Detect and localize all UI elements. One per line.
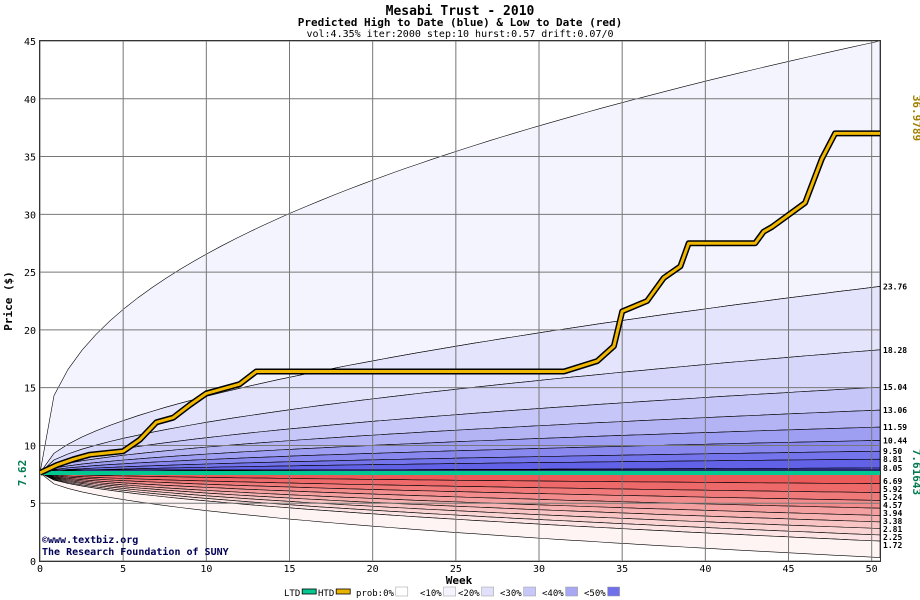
legend: LTD HTD prob:0% <10% <20% <30% <40% <50%: [284, 586, 620, 599]
quantile-end-label: 1.72: [883, 541, 902, 550]
x-tick-label: 0: [37, 564, 43, 575]
quantile-end-labels: 23.76 18.28 15.04 13.06 11.59 10.44 9.508.818.…: [883, 282, 907, 550]
legend-label: LTD: [284, 589, 300, 599]
quantile-end-label: 3.38: [883, 517, 902, 526]
legend-label: <50%: [584, 589, 606, 599]
quantile-end-label: 10.44: [883, 436, 907, 445]
y-tick-label: 15: [24, 384, 36, 395]
htd-line: [39, 131, 880, 475]
x-tick-label: 35: [616, 564, 628, 575]
x-tick-label: 50: [866, 564, 878, 575]
x-tick-label: 5: [120, 564, 126, 575]
y-tick-label: 0: [30, 557, 36, 568]
quantile-end-label: 15.04: [883, 383, 907, 392]
legend-swatch: [301, 588, 317, 595]
quantile-end-label: 8.05: [883, 464, 902, 473]
legend-label: <20%: [458, 589, 480, 599]
y-tick-label: 20: [24, 326, 36, 337]
x-tick-label: 25: [450, 564, 462, 575]
y-tick-label: 45: [24, 37, 36, 48]
y-axis-label: Price ($): [2, 271, 15, 331]
legend-label: HTD: [318, 589, 334, 599]
quantile-end-label: 2.25: [883, 533, 902, 542]
quantile-end-label: 3.94: [883, 509, 902, 518]
legend-swatch: [565, 586, 578, 597]
y-tick-label: 5: [30, 499, 36, 510]
quantile-end-label: 13.06: [883, 406, 907, 415]
y-tick-label: 25: [24, 268, 36, 279]
x-tick-label: 20: [367, 564, 379, 575]
y-tick-label: 10: [24, 441, 36, 452]
quantile-end-label: 23.76: [883, 282, 907, 291]
quantile-end-label: 6.69: [883, 477, 902, 486]
quantile-end-label: 9.50: [883, 447, 902, 456]
y-tick-label: 35: [24, 153, 36, 164]
y-tick-label: 30: [24, 210, 36, 221]
x-axis-ticks: 0 5 10 15 20 25 30 35 40 45 50: [37, 564, 878, 575]
legend-swatch: [395, 586, 409, 597]
quantile-end-label: 4.57: [883, 501, 902, 510]
quantile-end-label: 11.59: [883, 423, 907, 432]
ltd-end-label: 7.61643: [910, 449, 920, 495]
chart-parameters: vol:4.35% iter:2000 step:10 hurst:0.57 d…: [306, 29, 613, 40]
plot-frame: [39, 40, 881, 562]
legend-swatch: [481, 586, 494, 597]
start-price-label: 7.62: [16, 460, 29, 487]
credit-org: The Research Foundation of SUNY: [42, 546, 229, 558]
legend-swatch: [335, 588, 351, 595]
quantile-end-label: 8.81: [883, 455, 902, 464]
series-lines: [38, 130, 880, 476]
chart-subtitle: Predicted High to Date (blue) & Low to D…: [298, 16, 623, 29]
x-axis-label: Week: [446, 574, 473, 587]
y-axis-ticks: 0 5 10 15 20 25 30 35 40 45: [24, 37, 36, 568]
legend-label: <30%: [500, 589, 522, 599]
quantile-end-label: 2.81: [883, 525, 902, 534]
legend-swatch: [443, 586, 456, 597]
x-tick-label: 30: [533, 564, 545, 575]
legend-label: prob:0%: [356, 589, 395, 599]
quantile-end-label: 18.28: [883, 346, 907, 355]
x-tick-label: 10: [200, 564, 212, 575]
x-tick-label: 40: [699, 564, 711, 575]
legend-swatch: [523, 586, 536, 597]
chart-title: Mesabi Trust - 2010: [386, 4, 535, 19]
credit-site: ©www.textbiz.org: [42, 534, 138, 546]
legend-label: <40%: [542, 589, 564, 599]
htd-end-label: 36.9789: [910, 95, 920, 141]
quantile-end-label: 5.92: [883, 485, 902, 494]
quantile-end-label: 5.24: [883, 493, 902, 502]
legend-label: <10%: [420, 589, 442, 599]
legend-swatch: [607, 586, 620, 597]
y-tick-label: 40: [24, 95, 36, 106]
x-tick-label: 45: [782, 564, 794, 575]
x-tick-label: 15: [283, 564, 295, 575]
